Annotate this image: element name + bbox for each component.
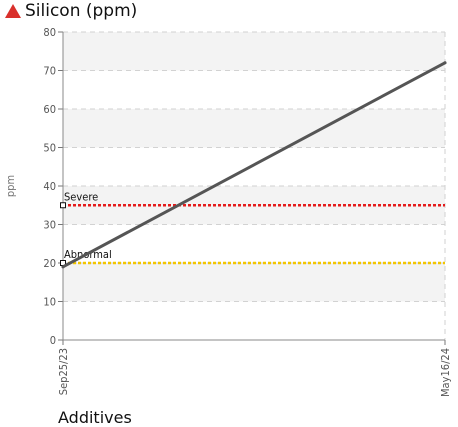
background-band (63, 32, 445, 71)
chart-series (61, 61, 447, 269)
y-tick-label: 0 (50, 334, 56, 347)
silicon-chart: 0 10 20 30 40 50 60 70 80 Sep25/23 May16/24 ppm S… (4, 26, 452, 397)
data-point (443, 61, 447, 65)
threshold-label: Severe (64, 190, 98, 203)
y-tick-label: 50 (43, 142, 56, 155)
x-tick-labels: Sep25/23 May16/24 (57, 348, 452, 397)
y-tick-labels: 0 10 20 30 40 50 60 70 80 (43, 26, 56, 347)
y-tick-label: 30 (43, 219, 56, 232)
additives-section-title: Additives (58, 408, 132, 427)
series-line (61, 61, 447, 269)
y-tick-label: 20 (43, 257, 56, 270)
y-tick-label: 60 (43, 103, 56, 116)
x-tick-label: May16/24 (439, 348, 452, 397)
chart-header: Silicon (ppm) (4, 0, 137, 22)
y-axis-label: ppm (4, 175, 17, 197)
threshold-marker (60, 202, 66, 209)
warning-triangle-icon (5, 4, 21, 18)
chart-background-bands (63, 32, 445, 302)
background-band (63, 109, 445, 148)
data-point (61, 265, 65, 269)
chart-axes (62, 32, 445, 341)
background-band (63, 263, 445, 302)
y-tick-label: 80 (43, 26, 56, 39)
x-tick-label: Sep25/23 (57, 348, 70, 395)
chart-title: Silicon (ppm) (25, 1, 138, 21)
y-tick-label: 70 (43, 65, 56, 78)
y-tick-label: 40 (43, 180, 56, 193)
y-tick-label: 10 (43, 296, 56, 309)
